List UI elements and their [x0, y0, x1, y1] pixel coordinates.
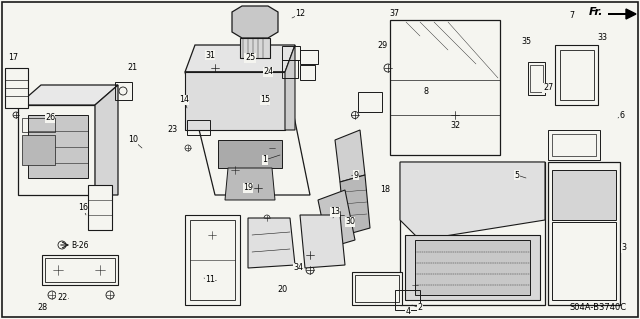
Circle shape: [566, 242, 602, 278]
Text: 31: 31: [205, 50, 215, 60]
Polygon shape: [285, 45, 295, 130]
Polygon shape: [415, 240, 530, 295]
Text: 6: 6: [620, 110, 625, 120]
Polygon shape: [318, 190, 355, 248]
Polygon shape: [400, 162, 545, 305]
Text: 1: 1: [262, 155, 268, 165]
Polygon shape: [352, 272, 402, 305]
Polygon shape: [88, 185, 112, 230]
Text: 22: 22: [57, 293, 67, 302]
Polygon shape: [340, 175, 370, 235]
Polygon shape: [185, 72, 285, 130]
Text: 9: 9: [353, 170, 358, 180]
Text: S04A-B3740C: S04A-B3740C: [570, 303, 627, 313]
FancyArrow shape: [608, 9, 636, 19]
Text: 26: 26: [45, 114, 55, 122]
Text: 10: 10: [128, 136, 138, 145]
Text: 34: 34: [293, 263, 303, 272]
Polygon shape: [185, 45, 295, 72]
Polygon shape: [185, 215, 240, 305]
Polygon shape: [225, 168, 275, 200]
Text: B-26: B-26: [71, 241, 89, 249]
Text: 37: 37: [389, 10, 399, 19]
Text: 16: 16: [78, 204, 88, 212]
Polygon shape: [22, 135, 55, 165]
Text: 8: 8: [424, 87, 429, 97]
Text: 7: 7: [570, 11, 575, 19]
Text: 35: 35: [521, 38, 531, 47]
Polygon shape: [95, 85, 118, 195]
Polygon shape: [552, 170, 616, 220]
Text: Fr.: Fr.: [589, 7, 604, 17]
Polygon shape: [18, 105, 95, 195]
Text: 15: 15: [260, 95, 270, 105]
Text: 20: 20: [277, 286, 287, 294]
Text: 12: 12: [295, 10, 305, 19]
Text: 19: 19: [243, 183, 253, 192]
Text: 3: 3: [621, 243, 627, 253]
Text: 21: 21: [127, 63, 137, 72]
Text: 30: 30: [345, 218, 355, 226]
Text: 28: 28: [37, 303, 47, 313]
Text: 33: 33: [597, 33, 607, 42]
Text: 32: 32: [450, 121, 460, 130]
Text: 29: 29: [377, 41, 387, 50]
Text: 14: 14: [179, 95, 189, 105]
Text: 24: 24: [263, 68, 273, 77]
Circle shape: [400, 24, 436, 60]
Text: 18: 18: [380, 186, 390, 195]
Circle shape: [570, 181, 598, 209]
Polygon shape: [300, 215, 345, 268]
Polygon shape: [218, 140, 282, 168]
Text: 4: 4: [406, 308, 410, 316]
Polygon shape: [185, 72, 310, 195]
Text: 17: 17: [8, 54, 18, 63]
Text: 11: 11: [205, 276, 215, 285]
Polygon shape: [28, 115, 88, 178]
Polygon shape: [18, 85, 118, 105]
Text: 5: 5: [515, 170, 520, 180]
Polygon shape: [232, 6, 278, 38]
Polygon shape: [390, 20, 500, 155]
Text: 13: 13: [330, 207, 340, 217]
Polygon shape: [5, 68, 28, 108]
Polygon shape: [240, 38, 270, 58]
Polygon shape: [400, 162, 545, 240]
Text: 27: 27: [543, 84, 553, 93]
Polygon shape: [42, 255, 118, 285]
Text: 2: 2: [417, 303, 422, 313]
Polygon shape: [248, 218, 295, 268]
Polygon shape: [555, 45, 598, 105]
Text: 25: 25: [245, 54, 255, 63]
Circle shape: [562, 173, 606, 217]
Polygon shape: [405, 235, 540, 300]
Polygon shape: [548, 130, 600, 160]
Polygon shape: [335, 130, 365, 182]
Polygon shape: [548, 162, 620, 305]
Text: 23: 23: [167, 125, 177, 135]
